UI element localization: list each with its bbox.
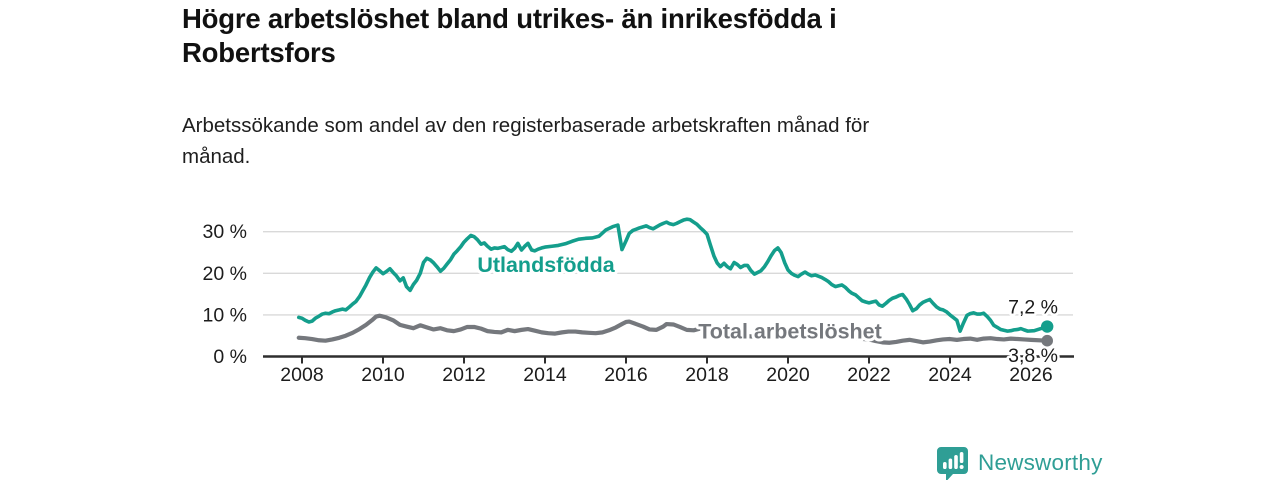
x-tick-label: 2024 bbox=[928, 364, 972, 386]
x-tick-label: 2026 bbox=[1009, 364, 1052, 386]
chart-subtitle-line2: månad. bbox=[182, 145, 251, 168]
chart-title-line1: Högre arbetslöshet bland utrikes- än inr… bbox=[182, 3, 837, 34]
x-tick-label: 2014 bbox=[523, 364, 567, 386]
bar-chart-pin-icon bbox=[937, 447, 968, 480]
y-tick-label: 10 % bbox=[203, 304, 247, 326]
series-label-total: Total arbetslöshet bbox=[698, 320, 882, 344]
newsworthy-wordmark: Newsworthy bbox=[978, 450, 1103, 475]
x-tick-label: 2008 bbox=[280, 364, 323, 386]
chart-subtitle: Arbetssökande som andel av den registerb… bbox=[182, 110, 1062, 172]
end-value-label: 3,8 % bbox=[1008, 345, 1058, 367]
x-tick-label: 2022 bbox=[847, 364, 890, 386]
y-tick-label: 0 % bbox=[213, 346, 247, 368]
x-tick-label: 2018 bbox=[685, 364, 728, 386]
series-line-total bbox=[296, 313, 1050, 345]
series-label-utlandsfodda: Utlandsfödda bbox=[477, 253, 615, 277]
y-tick-label: 30 % bbox=[203, 221, 247, 243]
end-value-label: 7,2 % bbox=[1008, 297, 1058, 319]
chart-title: Högre arbetslöshet bland utrikes- än inr… bbox=[182, 2, 1082, 70]
end-dot-utlandsfodda bbox=[1041, 320, 1054, 333]
x-tick-label: 2020 bbox=[766, 364, 810, 386]
newsworthy-logo: Newsworthy bbox=[936, 446, 1103, 480]
x-tick-label: 2010 bbox=[361, 364, 405, 386]
chart-title-line2: Robertsfors bbox=[182, 37, 336, 68]
end-dot-total bbox=[1041, 334, 1053, 347]
series-line-utlandsfodda bbox=[296, 217, 1049, 333]
x-tick-label: 2016 bbox=[604, 364, 647, 386]
x-tick-label: 2012 bbox=[442, 364, 485, 386]
y-tick-label: 20 % bbox=[203, 263, 247, 285]
chart-subtitle-line1: Arbetssökande som andel av den registerb… bbox=[182, 114, 870, 137]
